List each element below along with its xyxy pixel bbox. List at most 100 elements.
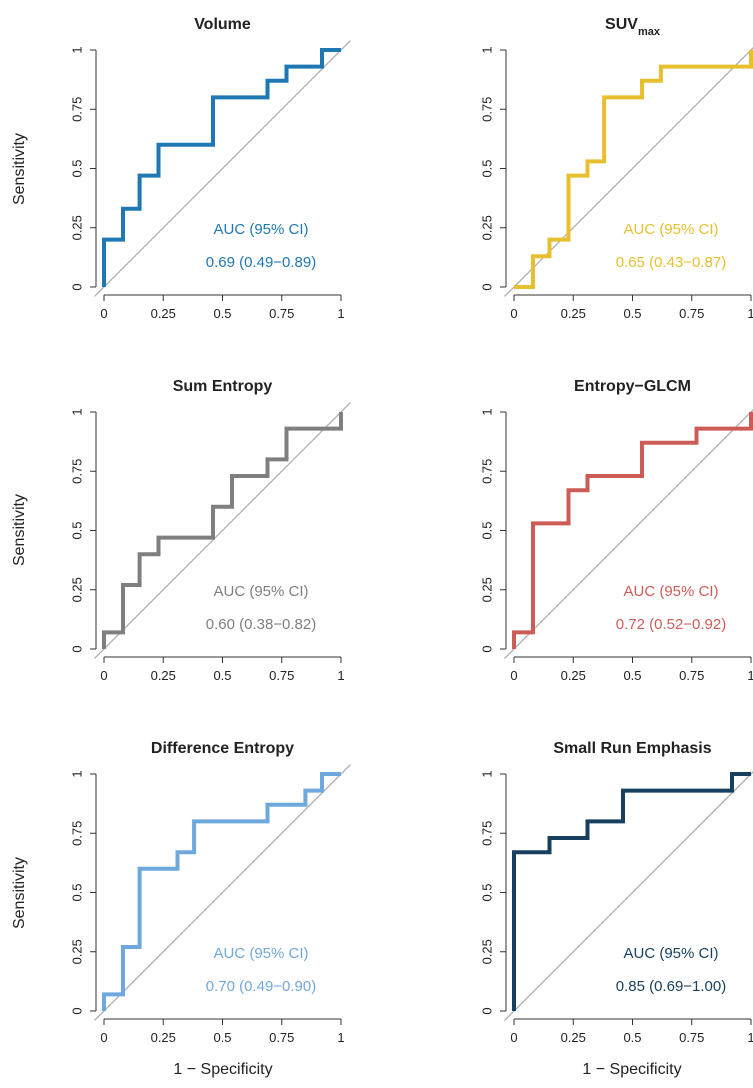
roc-panel-6: Small Run Emphasis 0 0 0.25 0.25 0.5 0.5 0.75 0.… (480, 740, 753, 1045)
x-axis-label-right: 1 − Specificity (582, 1061, 681, 1078)
x-tick-label: 0.75 (269, 1030, 294, 1045)
x-tick-label: 0.25 (151, 668, 176, 683)
y-tick-label: 1 (70, 408, 85, 415)
auc-value: 0.70 (0.49−0.90) (206, 978, 317, 995)
x-tick-label: 0.25 (151, 1030, 176, 1045)
auc-label: AUC (95% CI) (623, 221, 718, 238)
auc-value: 0.65 (0.43−0.87) (616, 254, 727, 271)
x-tick-label: 1 (747, 1030, 753, 1045)
x-tick-label: 1 (337, 668, 344, 683)
auc-value: 0.60 (0.38−0.82) (206, 616, 317, 633)
reference-diagonal (504, 409, 753, 659)
y-axis-label-row1: Sensitivity (11, 133, 28, 205)
roc-curve (102, 412, 343, 649)
x-tick-label: 0 (100, 306, 107, 321)
x-tick-label: 0.5 (623, 1030, 641, 1045)
x-tick-label: 1 (337, 306, 344, 321)
x-tick-label: 0 (100, 1030, 107, 1045)
auc-label: AUC (95% CI) (623, 583, 718, 600)
x-tick-label: 1 (747, 668, 753, 683)
y-tick-label: 0.5 (70, 883, 85, 901)
x-tick-label: 0.75 (269, 668, 294, 683)
x-tick-label: 0 (510, 1030, 517, 1045)
auc-value: 0.69 (0.49−0.89) (206, 254, 317, 271)
y-tick-label: 0.25 (70, 939, 85, 964)
reference-diagonal (94, 402, 351, 659)
roc-curve (514, 50, 753, 289)
y-tick-label: 0.75 (480, 821, 495, 846)
y-tick-label: 0.75 (70, 97, 85, 122)
y-axis-label-row2: Sensitivity (11, 494, 28, 566)
reference-diagonal (504, 47, 753, 297)
auc-value: 0.85 (0.69−1.00) (616, 978, 727, 995)
y-tick-label: 0 (70, 645, 85, 652)
x-axis-label-left: 1 − Specificity (173, 1061, 272, 1078)
y-tick-label: 0.5 (70, 521, 85, 539)
roc-panel-2: SUVmax 0 0 0.25 0.25 0.5 0.5 0.75 0.75 1 1 AUC (95%… (480, 16, 753, 321)
y-tick-label: 0.25 (70, 215, 85, 240)
x-tick-label: 0 (510, 306, 517, 321)
roc-curve (102, 48, 341, 287)
x-tick-label: 0.75 (269, 306, 294, 321)
y-tick-label: 0.75 (480, 97, 495, 122)
y-tick-label: 0.75 (480, 459, 495, 484)
y-tick-label: 0 (480, 1007, 495, 1014)
panel-title-subscript: max (638, 26, 661, 38)
x-tick-label: 0.75 (679, 1030, 704, 1045)
reference-diagonal (94, 764, 351, 1021)
y-tick-label: 0 (70, 283, 85, 290)
auc-label: AUC (95% CI) (213, 945, 308, 962)
y-tick-label: 0.25 (480, 215, 495, 240)
y-tick-label: 0.5 (480, 159, 495, 177)
y-tick-label: 0.75 (70, 459, 85, 484)
panel-title: Difference Entropy (151, 740, 294, 757)
y-tick-label: 0.75 (70, 821, 85, 846)
x-tick-label: 0.25 (561, 668, 586, 683)
x-tick-label: 0.75 (679, 668, 704, 683)
panel-title: SUVmax (605, 16, 661, 38)
auc-label: AUC (95% CI) (213, 221, 308, 238)
auc-value: 0.72 (0.52−0.92) (616, 616, 727, 633)
reference-diagonal (504, 771, 753, 1021)
y-tick-label: 0.25 (480, 577, 495, 602)
roc-curve (512, 772, 751, 1011)
panel-title: Entropy−GLCM (574, 378, 691, 395)
y-tick-label: 0.5 (480, 883, 495, 901)
x-tick-label: 0.5 (213, 668, 231, 683)
roc-panel-5: Difference Entropy 0 0 0.25 0.25 0.5 0.5 0.75 0.… (70, 740, 351, 1045)
y-tick-label: 0 (480, 645, 495, 652)
y-tick-label: 1 (70, 46, 85, 53)
panel-title: Volume (194, 16, 251, 33)
x-tick-label: 1 (337, 1030, 344, 1045)
x-tick-label: 0.5 (623, 306, 641, 321)
x-tick-label: 0.75 (679, 306, 704, 321)
x-tick-label: 0 (510, 668, 517, 683)
auc-label: AUC (95% CI) (623, 945, 718, 962)
panel-title: Small Run Emphasis (553, 740, 711, 757)
x-tick-label: 0.5 (213, 306, 231, 321)
y-tick-label: 0 (70, 1007, 85, 1014)
panel-title: Sum Entropy (173, 378, 273, 395)
y-axis-label-row3: Sensitivity (11, 857, 28, 929)
x-tick-label: 0.25 (151, 306, 176, 321)
y-tick-label: 0.25 (70, 577, 85, 602)
x-tick-label: 0.25 (561, 306, 586, 321)
roc-panel-3: Sum Entropy 0 0 0.25 0.25 0.5 0.5 0.75 0.75 1 1 AUC… (70, 378, 351, 683)
roc-panel-4: Entropy−GLCM 0 0 0.25 0.25 0.5 0.5 0.75 0.75 1 1 AU… (480, 378, 753, 683)
x-tick-label: 0.5 (213, 1030, 231, 1045)
y-tick-label: 0.5 (480, 521, 495, 539)
roc-panel-1: Volume 0 0 0.25 0.25 0.5 0.5 0.75 0.75 1 1 AUC (95%… (70, 16, 351, 321)
y-tick-label: 1 (480, 46, 495, 53)
x-tick-label: 0 (100, 668, 107, 683)
auc-label: AUC (95% CI) (213, 583, 308, 600)
x-tick-label: 0.5 (623, 668, 641, 683)
x-tick-label: 0.25 (561, 1030, 586, 1045)
y-tick-label: 0 (480, 283, 495, 290)
x-tick-label: 1 (747, 306, 753, 321)
y-tick-label: 0.25 (480, 939, 495, 964)
roc-curve (102, 772, 341, 1011)
y-tick-label: 1 (480, 770, 495, 777)
y-tick-label: 1 (480, 408, 495, 415)
y-tick-label: 0.5 (70, 159, 85, 177)
